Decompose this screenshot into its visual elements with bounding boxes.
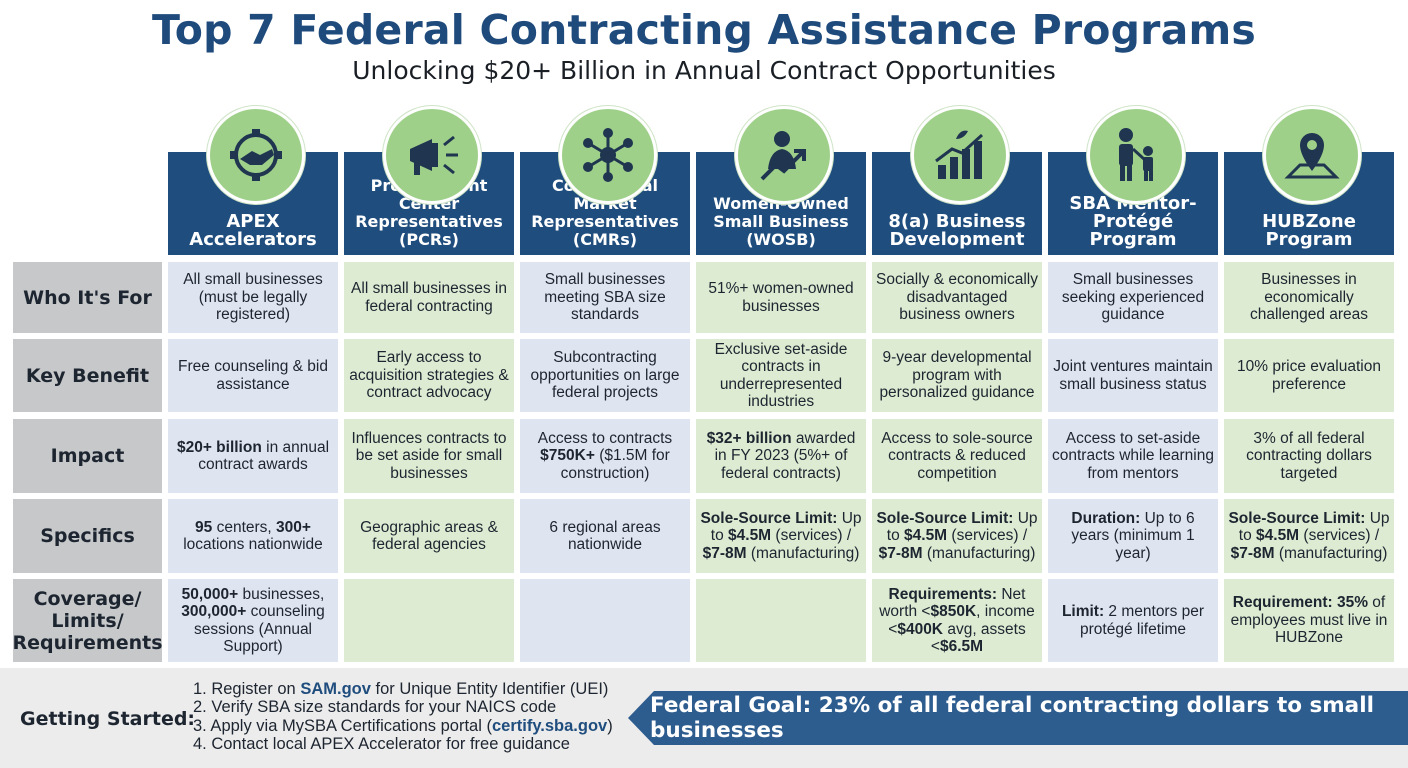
- row-label: Coverage/Limits/Requirements: [13, 579, 163, 662]
- program-name: HUBZone Program: [1262, 211, 1356, 250]
- table-cell: Access to set-aside contracts while lear…: [1048, 419, 1218, 493]
- table-cell: Joint ventures maintain small business s…: [1048, 339, 1218, 412]
- table-cell: Exclusive set-aside contracts in underre…: [696, 339, 866, 412]
- table-cell: [344, 579, 514, 662]
- table-cell: Duration: Up to 6 years (minimum 1 year): [1048, 499, 1218, 573]
- table-cell: 3% of all federal contracting dollars ta…: [1224, 419, 1394, 493]
- table-cell: Limit: 2 mentors per protégé lifetime: [1048, 579, 1218, 662]
- row-label: Key Benefit: [13, 339, 162, 412]
- woman-growth-icon: [735, 106, 833, 204]
- table-cell: 10% price evaluation preference: [1224, 339, 1394, 412]
- row-label: Specifics: [13, 499, 162, 573]
- certify-sba-link[interactable]: certify.sba.gov: [491, 716, 608, 735]
- table-cell: 6 regional areas nationwide: [520, 499, 690, 573]
- table-cell: Small businesses meeting SBA size standa…: [520, 262, 690, 333]
- federal-goal-banner: Federal Goal: 23% of all federal contrac…: [628, 691, 1408, 745]
- table-cell: 9-year developmental program with person…: [872, 339, 1042, 412]
- getting-started-steps: 1. Register on SAM.gov for Unique Entity…: [193, 680, 613, 754]
- table-cell: Sole-Source Limit: Up to $4.5M (services…: [696, 499, 866, 573]
- page-title: Top 7 Federal Contracting Assistance Pro…: [152, 6, 1256, 54]
- table-cell: Socially & economically disadvantaged bu…: [872, 262, 1042, 333]
- mentor-child-icon: [1087, 106, 1185, 204]
- table-cell: $20+ billion in annual contract awards: [168, 419, 338, 493]
- table-cell: 50,000+ businesses, 300,000+ counseling …: [168, 579, 338, 662]
- table-cell: Access to sole-source contracts & reduce…: [872, 419, 1042, 493]
- program-name: APEX Accelerators: [189, 211, 317, 250]
- table-cell: Subcontracting opportunities on large fe…: [520, 339, 690, 412]
- getting-started-label: Getting Started:: [20, 708, 196, 730]
- sam-gov-link[interactable]: SAM.gov: [300, 680, 371, 698]
- table-cell: Early access to acquisition strategies &…: [344, 339, 514, 412]
- table-cell: Sole-Source Limit: Up to $4.5M (services…: [1224, 499, 1394, 573]
- megaphone-icon: [383, 106, 481, 204]
- step-4: 4. Contact local APEX Accelerator for fr…: [193, 735, 570, 754]
- table-cell: $32+ billion awarded in FY 2023 (5%+ of …: [696, 419, 866, 493]
- table-cell: Geographic areas & federal agencies: [344, 499, 514, 573]
- federal-goal-text: Federal Goal: 23% of all federal contrac…: [650, 693, 1374, 743]
- row-label: Who It's For: [13, 262, 162, 333]
- step-2: 2. Verify SBA size standards for your NA…: [193, 698, 557, 717]
- table-cell: Requirements: Net worth <$850K, income <…: [872, 579, 1042, 662]
- table-cell: Access to contracts $750K+ ($1.5M for co…: [520, 419, 690, 493]
- handshake-gear-icon: [207, 106, 305, 204]
- table-cell: [696, 579, 866, 662]
- table-cell: Influences contracts to be set aside for…: [344, 419, 514, 493]
- step-3: 3. Apply via MySBA Certifications portal…: [193, 716, 613, 735]
- table-cell: 51%+ women-owned businesses: [696, 262, 866, 333]
- table-cell: All small businesses (must be legally re…: [168, 262, 338, 333]
- table-cell: Businesses in economically challenged ar…: [1224, 262, 1394, 333]
- table-cell: Small businesses seeking experienced gui…: [1048, 262, 1218, 333]
- table-cell: Free counseling & bid assistance: [168, 339, 338, 412]
- table-cell: Sole-Source Limit: Up to $4.5M (services…: [872, 499, 1042, 573]
- row-label: Impact: [13, 419, 162, 493]
- table-cell: Requirement: 35% of employees must live …: [1224, 579, 1394, 662]
- page-subtitle: Unlocking $20+ Billion in Annual Contrac…: [352, 56, 1056, 85]
- table-cell: All small businesses in federal contract…: [344, 262, 514, 333]
- table-cell: 95 centers, 300+ locations nationwide: [168, 499, 338, 573]
- program-name: 8(a) Business Development: [888, 211, 1026, 250]
- map-pin-icon: [1263, 106, 1361, 204]
- table-cell: [520, 579, 690, 662]
- network-icon: [559, 106, 657, 204]
- step-1: 1. Register on SAM.gov for Unique Entity…: [193, 680, 609, 698]
- growth-chart-icon: [911, 106, 1009, 204]
